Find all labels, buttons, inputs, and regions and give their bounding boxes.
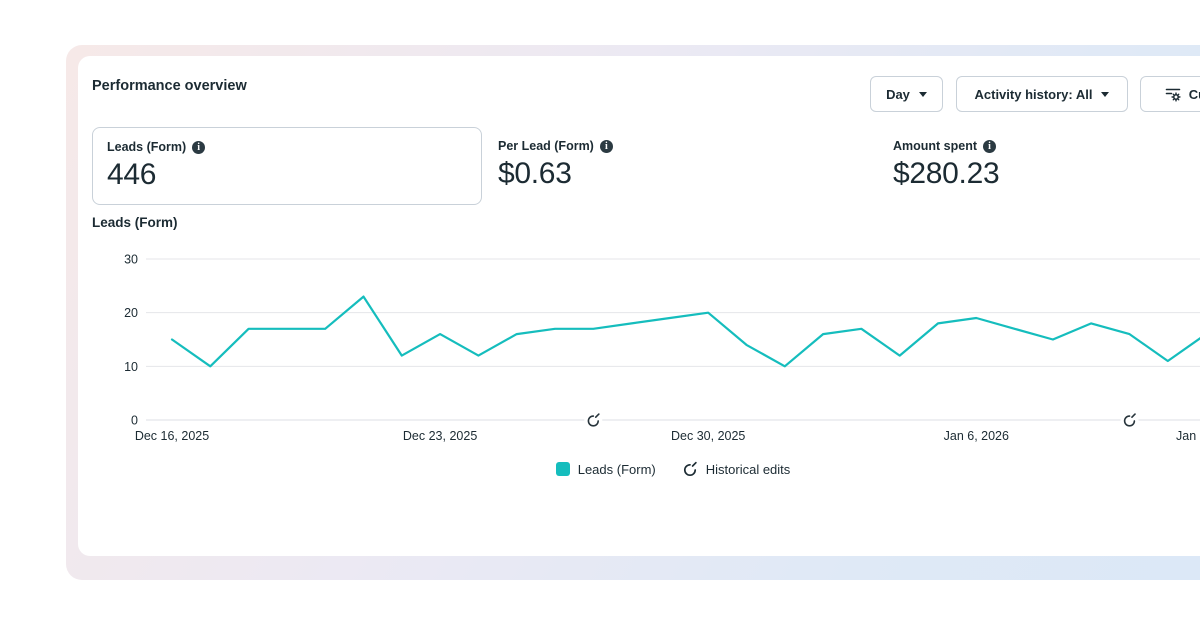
metric-value: 446 [107, 158, 157, 191]
legend-item-leads-form: Leads (Form) [555, 461, 656, 477]
performance-overview-card [78, 56, 1200, 556]
svg-text:Jan 13, 2026: Jan 13, 2026 [1176, 429, 1200, 443]
svg-text:Jan 6, 2026: Jan 6, 2026 [944, 429, 1009, 443]
metric-label: Leads (Form) [107, 140, 187, 154]
activity-history-label: Activity history: All [974, 86, 1093, 102]
metric-label: Amount spent [893, 139, 978, 153]
svg-text:Dec 30, 2025: Dec 30, 2025 [671, 429, 745, 443]
metric-card-leads-form[interactable]: Leads (Form) i 446 [92, 127, 482, 205]
activity-history-dropdown-button[interactable]: Activity history: All [956, 76, 1128, 112]
day-dropdown-button[interactable]: Day [870, 76, 943, 112]
legend-label: Leads (Form) [577, 461, 656, 477]
info-icon[interactable]: i [192, 140, 206, 154]
historical-edit-marker[interactable] [1120, 411, 1139, 429]
leads-swatch-icon [555, 462, 570, 476]
legend-label: Historical edits [705, 461, 791, 477]
leads-line-chart-svg: 0 10 20 30 Dec 16, 2025 Dec 23, 2025 Dec 30, 2… [124, 253, 1200, 443]
customise-label: Customise [1188, 86, 1200, 102]
svg-text:0: 0 [131, 414, 138, 428]
info-icon[interactable]: i [599, 139, 613, 153]
historical-edits-icon [682, 461, 698, 477]
metric-label: Per Lead (Form) [498, 139, 594, 153]
historical-edit-marker[interactable] [584, 411, 603, 429]
customise-button[interactable]: Customise [1140, 76, 1200, 112]
leads-chart: 0 10 20 30 Dec 16, 2025 Dec 23, 2025 Dec 30, 2… [0, 246, 1200, 456]
metric-card-amount-spent[interactable]: Amount spent i $280.23 [893, 127, 1200, 205]
info-icon[interactable]: i [983, 139, 997, 153]
svg-text:30: 30 [124, 253, 138, 267]
chevron-down-icon [918, 91, 927, 97]
chevron-down-icon [1101, 91, 1110, 97]
svg-text:10: 10 [124, 360, 138, 374]
metric-value: $0.63 [498, 157, 572, 190]
page-title: Performance overview [92, 78, 247, 94]
svg-text:20: 20 [124, 306, 138, 320]
svg-text:Dec 23, 2025: Dec 23, 2025 [403, 429, 477, 443]
metric-card-per-lead-form[interactable]: Per Lead (Form) i $0.63 [498, 127, 858, 205]
day-dropdown-label: Day [886, 86, 910, 102]
chart-legend: Leads (Form) Historical edits [146, 461, 1200, 477]
svg-text:Dec 16, 2025: Dec 16, 2025 [135, 429, 209, 443]
metric-value: $280.23 [893, 157, 1000, 190]
customise-columns-icon [1165, 88, 1181, 102]
chart-title: Leads (Form) [92, 215, 178, 230]
legend-item-historical-edits: Historical edits [682, 461, 791, 477]
